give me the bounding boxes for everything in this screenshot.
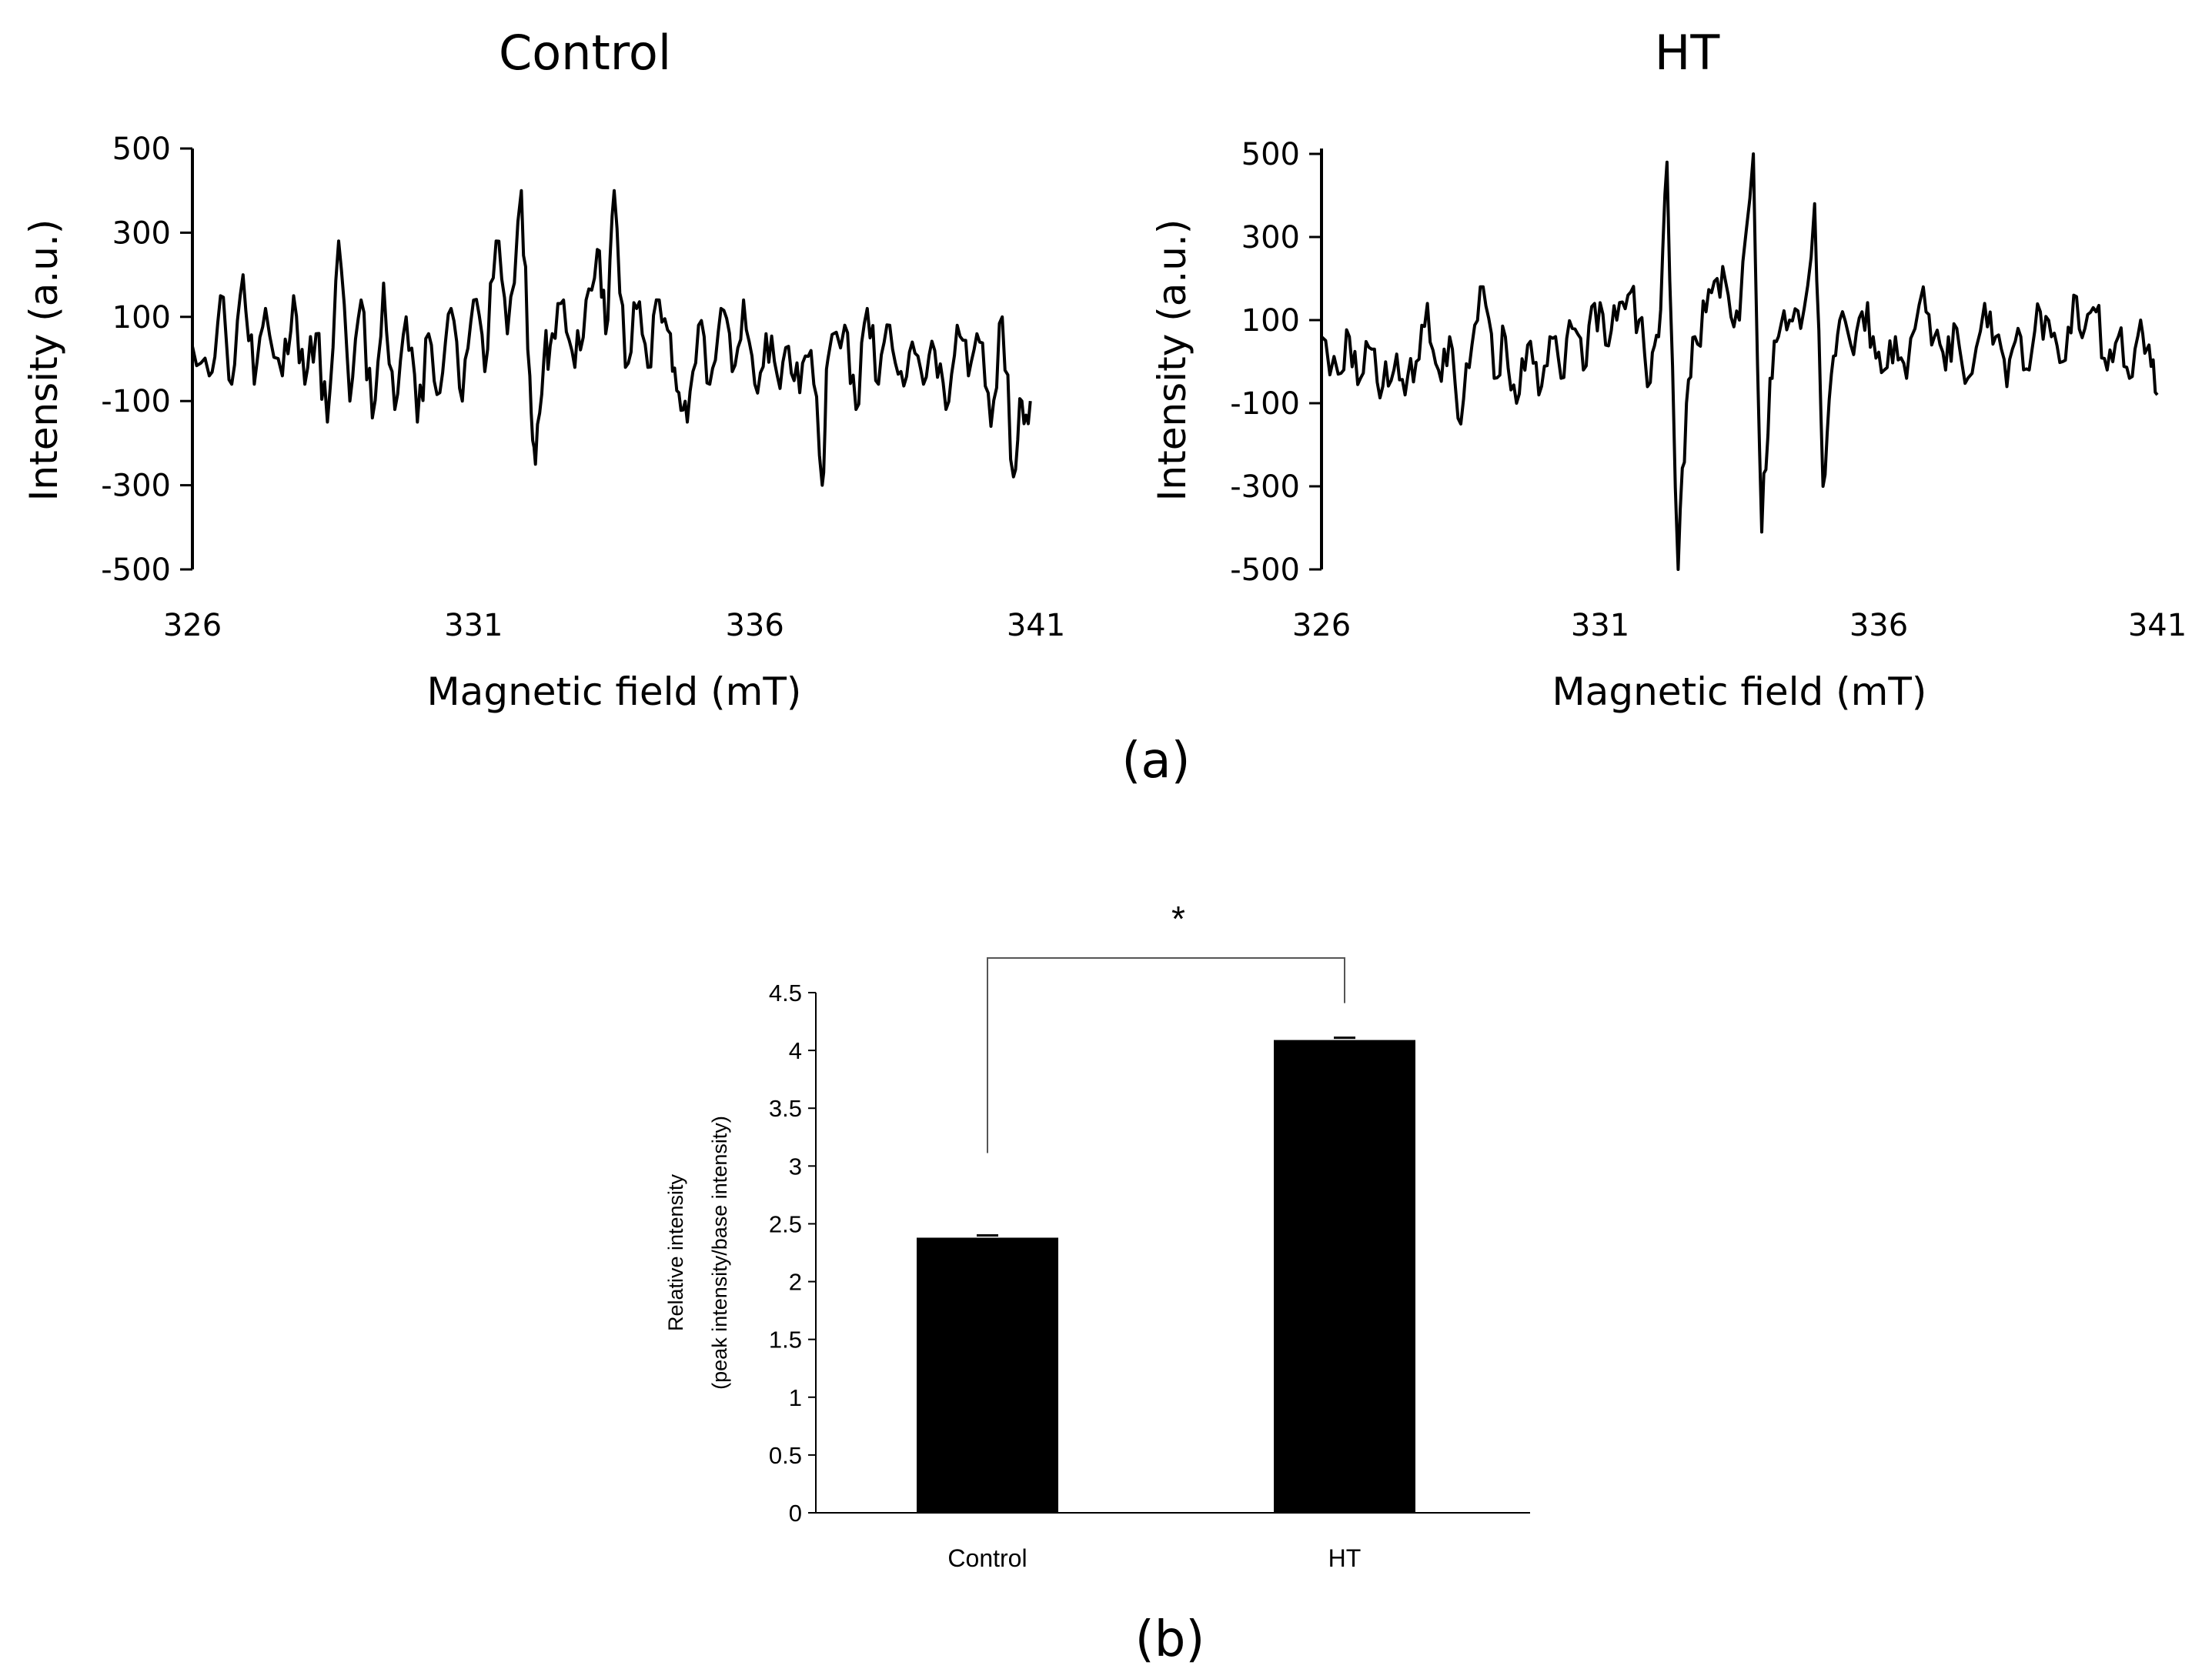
- bar-y-tick-label: 3: [789, 1153, 802, 1180]
- x-tick-label: 331: [444, 608, 503, 643]
- bars-group: [917, 1036, 1415, 1513]
- y-tick-label: 100: [1241, 303, 1300, 339]
- ht-y-axis-label: Intensity (a.u.): [1150, 219, 1195, 502]
- bar-y-ticks: 0 0.5 1 1.5 2 2.5 3 3.5 4 4.5: [769, 980, 816, 1527]
- bar-y-tick-label: 1.5: [769, 1327, 802, 1354]
- bar-y-tick-label: 0: [789, 1500, 802, 1527]
- y-tick-label: 500: [112, 132, 171, 167]
- ht-chart-title: HT: [1655, 25, 1721, 81]
- significance-bracket: [987, 957, 1345, 1153]
- bar-y-tick-label: 4.5: [769, 980, 802, 1006]
- control-x-ticks: 326 331 336 341: [163, 608, 1065, 643]
- y-tick-label: -100: [1230, 386, 1300, 422]
- control-x-axis-label: Magnetic field (mT): [427, 669, 802, 714]
- y-tick-label: -300: [1230, 469, 1300, 505]
- control-chart-title: Control: [499, 25, 671, 81]
- y-tick-label: -300: [101, 469, 171, 504]
- bar-y-tick-label: 3.5: [769, 1095, 802, 1122]
- bar-y-axis-label-line2: (peak intensity/base intensity): [708, 1116, 731, 1390]
- bar-ht: [1274, 1040, 1415, 1513]
- x-tick-label: 326: [163, 608, 222, 643]
- control-y-axis-label: Intensity (a.u.): [22, 219, 66, 502]
- ht-x-axis-label: Magnetic field (mT): [1552, 669, 1927, 714]
- x-tick-label: 331: [1571, 608, 1629, 643]
- y-tick-label: -100: [101, 384, 171, 419]
- bar-y-tick-label: 4: [789, 1037, 802, 1064]
- x-tick-label: 341: [2128, 608, 2187, 643]
- y-tick-label: 100: [112, 300, 171, 335]
- bar-y-axis-label-line1: Relative intensity: [664, 1173, 687, 1331]
- bar-category-label: HT: [1328, 1544, 1362, 1572]
- bar-y-tick-label: 2.5: [769, 1210, 802, 1237]
- y-tick-label: 300: [112, 215, 171, 251]
- bar-y-tick-label: 1: [789, 1384, 802, 1411]
- bar-control: [917, 1237, 1058, 1513]
- x-tick-label: 336: [725, 608, 784, 643]
- bar-category-labels: Control HT: [947, 1544, 1361, 1572]
- ht-epr-chart: HT 500 300 100 -100 -300 -500 326 331 336 341 In…: [1150, 25, 2187, 714]
- bar-y-tick-label: 0.5: [769, 1442, 802, 1469]
- bar-y-tick-label: 2: [789, 1269, 802, 1296]
- panel-label-b: (b): [1135, 1611, 1205, 1668]
- bar-category-label: Control: [947, 1544, 1027, 1572]
- y-tick-label: 500: [1241, 137, 1300, 172]
- y-tick-label: -500: [101, 552, 171, 588]
- y-tick-label: 300: [1241, 220, 1300, 255]
- ht-y-ticks: 500 300 100 -100 -300 -500: [1230, 137, 1322, 588]
- significance-star: *: [1171, 899, 1185, 939]
- ht-x-ticks: 326 331 336 341: [1292, 608, 2187, 643]
- panel-label-a: (a): [1121, 733, 1190, 789]
- control-spectrum-line: [191, 189, 1032, 487]
- relative-intensity-bar-chart: 00.511.522.533.544.5 Relative intensity …: [664, 899, 1530, 1572]
- control-y-ticks: 500 300 100 -100 -300 -500: [101, 132, 192, 588]
- y-tick-label: -500: [1230, 552, 1300, 588]
- x-tick-label: 326: [1292, 608, 1351, 643]
- x-tick-label: 336: [1849, 608, 1908, 643]
- ht-spectrum-line: [1320, 152, 2159, 571]
- x-tick-label: 341: [1007, 608, 1065, 643]
